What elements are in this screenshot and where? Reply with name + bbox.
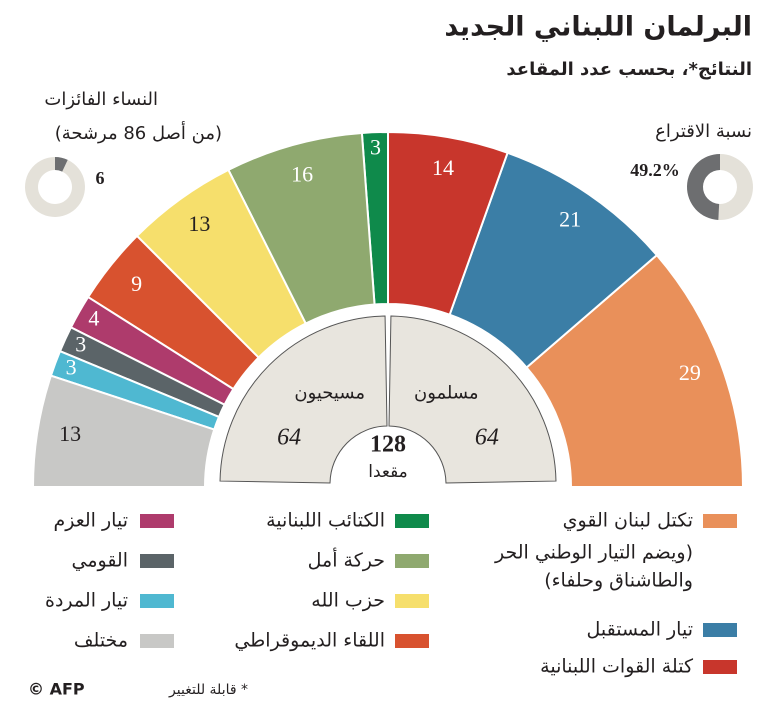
turnout-ring-value [687,154,720,220]
footnote: * قابلة للتغيير [168,682,248,698]
seat-label: 3 [75,331,86,356]
seat-label: 13 [188,211,210,236]
legend-label: كتلة القوات اللبنانية [540,656,694,678]
seat-label: 9 [131,271,142,296]
legend-label: تكتل لبنان القوي [563,510,693,532]
group-value: 64 [277,424,301,450]
women-subtitle: (من أصل 86 مرشحة) [55,121,222,144]
legend-label: مختلف [74,630,128,652]
legend-swatch [140,634,174,648]
legend-swatch [703,660,737,674]
seat-label: 4 [88,305,99,330]
legend-swatch [140,594,174,608]
seat-label: 3 [66,354,77,379]
seat-label: 3 [370,134,381,159]
seat-label: 21 [559,207,581,232]
legend-swatch [395,514,429,528]
seat-label: 14 [432,155,454,180]
turnout-label: 49.2% [630,160,680,180]
women-value: 6 [96,168,105,188]
seat-segment [31,374,216,488]
seat-label: 13 [59,421,81,446]
seat-segment [525,253,745,488]
group-panel [219,315,388,484]
legend-label: تيار المردة [45,590,128,612]
legend-swatch [703,514,737,528]
chart-subtitle: النتائج*، بحسب عدد المقاعد [506,59,752,80]
legend-note: والطاشناق وحلفاء) [544,570,693,592]
group-value: 64 [475,424,499,450]
legend-label: تيار العزم [53,510,128,532]
women-title: النساء الفائزات [44,89,158,110]
legend-swatch [395,634,429,648]
legend-note: (ويضم التيار الوطني الحر [494,542,693,564]
legend-label: القومي [71,550,128,572]
legend-swatch [140,514,174,528]
total-label: مقعدا [368,462,408,482]
seat-label: 29 [679,360,701,385]
legend-label: الكتائب اللبنانية [266,510,385,532]
legend-label: حزب الله [311,590,385,612]
group-name: مسلمون [414,383,479,404]
group-name: مسيحيون [294,383,365,404]
women-ring-rest [25,157,86,217]
legend-swatch [395,594,429,608]
legend-swatch [140,554,174,568]
legend-label: حركة أمل [308,548,385,572]
legend-swatch [395,554,429,568]
credit: © AFP [28,680,85,699]
legend-swatch [703,623,737,637]
legend-label: اللقاء الديموقراطي [234,630,385,652]
legend-label: تيار المستقبل [587,619,694,641]
seat-label: 16 [291,162,313,187]
women-ring-value [55,157,68,172]
chart-title: البرلمان اللبناني الجديد [444,12,752,43]
total: 128 [370,432,406,458]
turnout-title: نسبة الاقتراع [655,121,752,142]
group-panel [388,315,557,484]
turnout-ring-rest [718,154,753,220]
